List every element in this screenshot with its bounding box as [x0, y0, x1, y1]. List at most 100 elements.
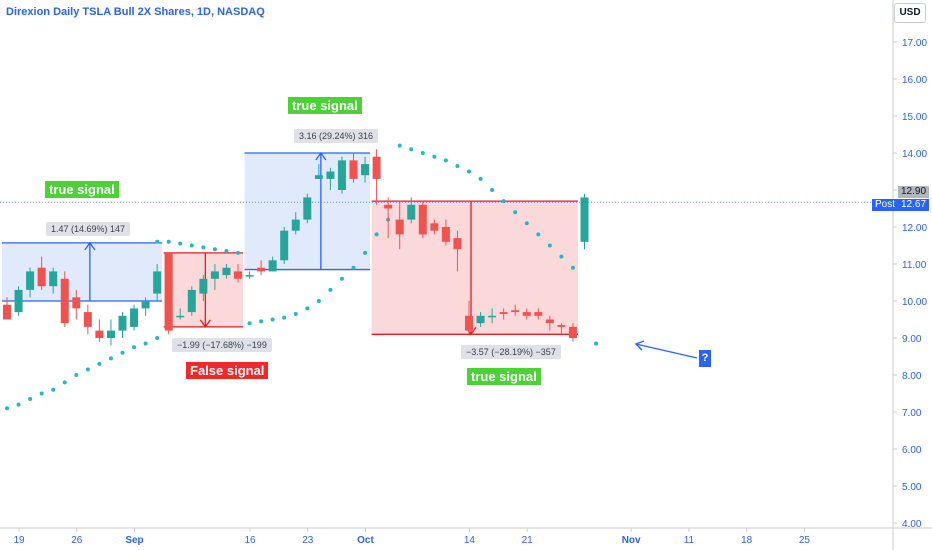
false-signal-label: False signal [186, 362, 269, 379]
candle-body [314, 175, 323, 179]
sar-dot [420, 151, 425, 155]
candle-body [60, 278, 69, 324]
sar-dot [467, 169, 471, 174]
candle-body [268, 260, 277, 272]
true-signal-label: true signal [288, 97, 362, 114]
sar-dot [189, 243, 194, 248]
x-tick-label: 25 [799, 535, 811, 546]
candle-body [384, 204, 393, 209]
sar-dot [513, 210, 518, 215]
candle-body [141, 301, 150, 309]
sar-dot [247, 321, 252, 326]
candle-body [488, 315, 497, 318]
y-tick-label: 17.00 [902, 38, 927, 49]
sar-dot [524, 221, 529, 226]
candle-body [395, 219, 404, 235]
sar-dot [132, 345, 137, 350]
true-signal-label: true signal [467, 368, 541, 385]
y-tick-label: 14.00 [902, 149, 927, 160]
sar-dot [316, 299, 321, 303]
candle-body [95, 330, 104, 338]
candle-body [49, 271, 58, 287]
x-tick-label: 21 [522, 535, 534, 546]
price-axis[interactable]: 4.00 5.00 6.00 7.00 8.00 9.00 10.00 11.00 12.00 1… [892, 0, 927, 550]
y-tick-label: 9.00 [902, 334, 922, 345]
candle-body [26, 271, 35, 290]
x-tick-label: Oct [357, 535, 374, 546]
sar-dot [559, 254, 564, 259]
candle-body [176, 315, 185, 318]
candle-body [499, 312, 508, 314]
sar-dot [224, 249, 229, 254]
x-tick-label: 23 [302, 535, 314, 546]
post-market-price-box: 12.67 [898, 199, 930, 211]
annotation-arrow-head [634, 340, 645, 351]
currency-button[interactable]: USD [894, 3, 926, 23]
sar-dot [293, 311, 298, 316]
candle-body [441, 227, 450, 242]
candle-body [430, 223, 439, 231]
question-badge: ? [699, 350, 711, 367]
sar-dot [374, 232, 379, 237]
y-tick-label: 7.00 [902, 408, 922, 419]
sar-dot [5, 406, 9, 411]
candle-body [349, 160, 358, 179]
sar-dot [570, 265, 575, 270]
measure-label: −3.57 (−28.19%) −357 [461, 345, 561, 359]
sar-dot [432, 154, 437, 159]
candle-body [257, 267, 266, 272]
annotation-arrow-shaft [635, 343, 698, 359]
last-price-box: 12.90 [898, 186, 930, 198]
candle-body [407, 204, 416, 220]
parabolic-sar-dots [5, 143, 599, 411]
sar-dot [282, 315, 287, 320]
sar-dot [155, 239, 160, 244]
y-tick-label: 15.00 [902, 112, 927, 123]
sar-dot [501, 199, 506, 204]
sar-dot [74, 373, 79, 377]
candle-body [3, 304, 11, 320]
sar-dot [409, 147, 414, 152]
sar-dot [178, 241, 183, 246]
sar-dot [85, 367, 90, 372]
candle-body [280, 230, 289, 261]
sar-dot [594, 341, 599, 346]
long-zone [2, 242, 163, 301]
candle-body [545, 319, 554, 324]
overlay-lines [0, 201, 893, 359]
candle-body [303, 197, 312, 220]
measure-label: −1.99 (−17.68%) −199 [172, 338, 272, 352]
sar-dot [547, 243, 552, 248]
sar-dot [490, 188, 495, 192]
sar-dot [339, 276, 344, 281]
sar-dot [108, 356, 113, 361]
sar-dot [28, 397, 33, 402]
candle-body [118, 315, 127, 331]
y-tick-label: 16.00 [902, 75, 927, 86]
x-tick-label: 26 [71, 535, 83, 546]
sar-dot [236, 250, 240, 255]
sar-dot [143, 341, 148, 346]
candle-body [511, 310, 520, 313]
sar-dot [16, 402, 21, 407]
sar-dot [39, 391, 44, 396]
candle-body [361, 164, 370, 176]
time-axis[interactable]: 19 26 Sep 16 23 Oct 14 21 Nov 11 18 25 [0, 527, 932, 546]
candles [3, 149, 589, 346]
post-market-label: Post [872, 199, 899, 211]
sar-dot [443, 158, 448, 163]
candle-body [72, 297, 81, 309]
sar-dot [201, 245, 206, 250]
candle-body [476, 315, 485, 324]
y-tick-label: 5.00 [902, 482, 922, 493]
sar-dot [51, 387, 56, 392]
measure-label: 1.47 (14.69%) 147 [46, 222, 131, 236]
sar-dot [305, 306, 310, 311]
true-signal-label: true signal [45, 181, 119, 198]
sar-dot [212, 247, 217, 252]
sar-dot [363, 250, 368, 255]
zone-arrow-head [84, 241, 96, 251]
candle-body [130, 308, 139, 327]
candle-body [337, 160, 346, 190]
